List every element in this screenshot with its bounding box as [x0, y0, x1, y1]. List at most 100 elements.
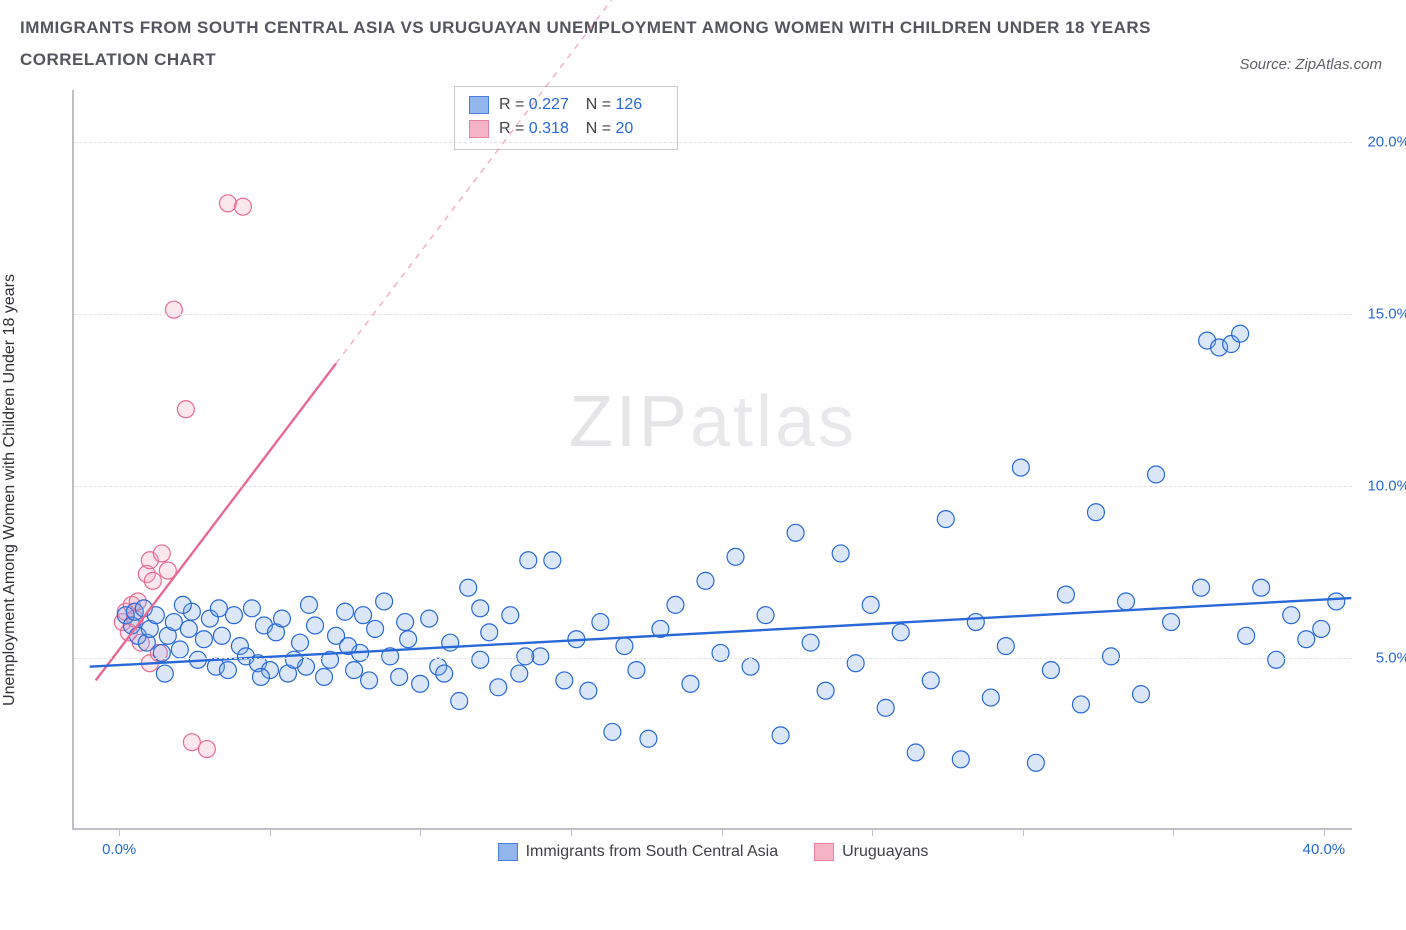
data-point-sca — [376, 593, 393, 610]
data-point-sca — [292, 634, 309, 651]
y-tick-label: 20.0% — [1360, 133, 1406, 150]
data-point-sca — [1148, 466, 1165, 483]
data-point-sca — [1027, 754, 1044, 771]
data-point-sca — [225, 607, 242, 624]
x-tick-label: 0.0% — [102, 841, 136, 858]
data-point-uru — [183, 734, 200, 751]
x-tick — [722, 828, 723, 836]
bottom-legend: Immigrants from South Central Asia Urugua… — [74, 843, 1352, 866]
data-point-sca — [742, 658, 759, 675]
data-point-sca — [165, 614, 182, 631]
data-point-uru — [153, 545, 170, 562]
data-point-sca — [787, 524, 804, 541]
x-tick — [872, 828, 873, 836]
legend-label-sca: Immigrants from South Central Asia — [526, 843, 779, 861]
legend-item-uru: Uruguayans — [814, 843, 928, 861]
data-point-sca — [210, 600, 227, 617]
data-point-sca — [472, 651, 489, 668]
data-point-sca — [174, 596, 191, 613]
data-point-sca — [697, 572, 714, 589]
data-point-sca — [1328, 593, 1345, 610]
data-point-sca — [361, 672, 378, 689]
data-point-sca — [481, 624, 498, 641]
grid-line — [74, 658, 1352, 659]
data-point-sca — [171, 641, 188, 658]
data-point-sca — [937, 511, 954, 528]
data-point-sca — [243, 600, 260, 617]
data-point-sca — [892, 624, 909, 641]
data-point-sca — [544, 552, 561, 569]
data-point-sca — [460, 579, 477, 596]
data-point-sca — [502, 607, 519, 624]
data-point-sca — [490, 679, 507, 696]
y-tick-label: 5.0% — [1360, 649, 1406, 666]
correlation-chart: Unemployment Among Women with Children U… — [20, 90, 1386, 890]
data-point-sca — [532, 648, 549, 665]
data-point-sca — [436, 665, 453, 682]
y-axis-label: Unemployment Among Women with Children U… — [1, 274, 19, 706]
data-point-sca — [400, 631, 417, 648]
data-point-sca — [727, 548, 744, 565]
data-point-sca — [556, 672, 573, 689]
data-point-uru — [234, 198, 251, 215]
chart-title-line2: CORRELATION CHART — [20, 50, 1386, 70]
data-point-sca — [307, 617, 324, 634]
data-point-sca — [997, 638, 1014, 655]
data-point-sca — [1087, 504, 1104, 521]
x-tick — [1324, 828, 1325, 836]
data-point-uru — [144, 572, 161, 589]
data-point-sca — [346, 662, 363, 679]
data-point-uru — [165, 301, 182, 318]
data-point-sca — [252, 668, 269, 685]
data-point-sca — [592, 614, 609, 631]
data-point-sca — [802, 634, 819, 651]
data-point-sca — [421, 610, 438, 627]
data-point-sca — [517, 648, 534, 665]
data-point-sca — [1232, 325, 1249, 342]
data-point-sca — [667, 596, 684, 613]
data-point-sca — [213, 627, 230, 644]
grid-line — [74, 486, 1352, 487]
data-point-sca — [604, 723, 621, 740]
data-point-sca — [180, 620, 197, 637]
data-point-sca — [391, 668, 408, 685]
data-point-sca — [274, 610, 291, 627]
data-point-sca — [982, 689, 999, 706]
data-point-sca — [520, 552, 537, 569]
data-point-uru — [198, 741, 215, 758]
plot-area: ZIPatlas R = 0.227 N = 126R = 0.318 N = … — [72, 90, 1352, 830]
x-tick — [571, 828, 572, 836]
y-tick-label: 15.0% — [1360, 305, 1406, 322]
scatter-svg — [74, 90, 1352, 828]
data-point-sca — [412, 675, 429, 692]
data-point-uru — [219, 195, 236, 212]
data-point-sca — [877, 699, 894, 716]
data-point-sca — [1103, 648, 1120, 665]
legend-swatch-sca — [498, 843, 518, 861]
data-point-sca — [195, 631, 212, 648]
data-point-uru — [177, 401, 194, 418]
data-point-sca — [511, 665, 528, 682]
x-tick — [1173, 828, 1174, 836]
grid-line — [74, 314, 1352, 315]
data-point-sca — [301, 596, 318, 613]
data-point-sca — [922, 672, 939, 689]
data-point-sca — [580, 682, 597, 699]
grid-line — [74, 142, 1352, 143]
data-point-sca — [1163, 614, 1180, 631]
data-point-sca — [1133, 686, 1150, 703]
data-point-sca — [682, 675, 699, 692]
x-tick — [270, 828, 271, 836]
data-point-sca — [907, 744, 924, 761]
data-point-sca — [219, 662, 236, 679]
y-tick-label: 10.0% — [1360, 477, 1406, 494]
data-point-sca — [817, 682, 834, 699]
data-point-sca — [616, 638, 633, 655]
data-point-sca — [367, 620, 384, 637]
data-point-sca — [337, 603, 354, 620]
legend-item-sca: Immigrants from South Central Asia — [498, 843, 779, 861]
legend-label-uru: Uruguayans — [842, 843, 928, 861]
legend-swatch-uru — [814, 843, 834, 861]
data-point-sca — [1313, 620, 1330, 637]
x-tick-label: 40.0% — [1303, 841, 1346, 858]
